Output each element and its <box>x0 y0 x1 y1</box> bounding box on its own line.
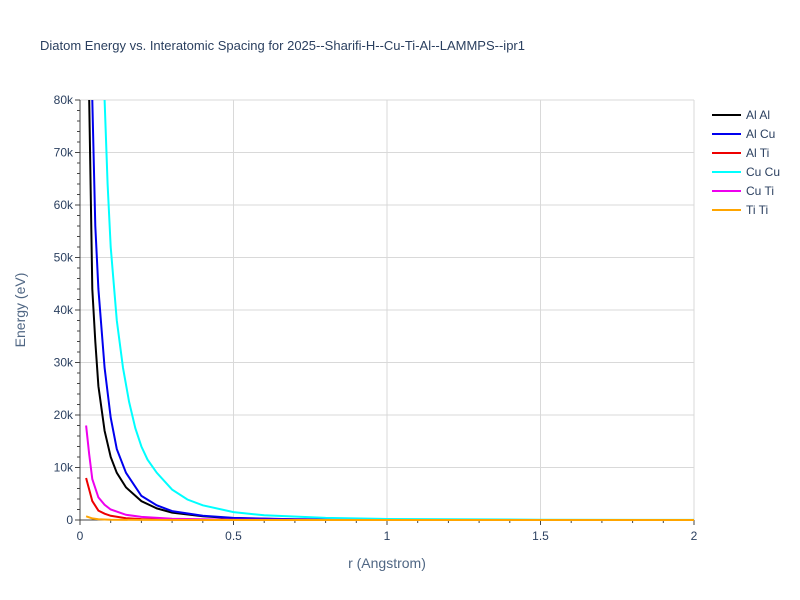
y-tick-label: 60k <box>54 198 74 212</box>
y-tick-label: 20k <box>54 408 74 422</box>
legend-label-al-cu: Al Cu <box>746 127 775 141</box>
x-tick-label: 2 <box>691 529 698 543</box>
y-axis-title: Energy (eV) <box>12 273 28 348</box>
series-line-ti-ti <box>85 515 694 521</box>
y-tick-label: 70k <box>54 146 74 160</box>
legend: Al Al Al Cu Al Ti Cu Cu Cu Ti Ti Ti <box>712 108 780 217</box>
y-tick-label: 50k <box>54 251 74 265</box>
y-tick-label: 10k <box>54 461 74 475</box>
series-lines <box>85 99 694 521</box>
legend-label-cu-cu: Cu Cu <box>746 165 780 179</box>
legend-label-ti-ti: Ti Ti <box>746 203 768 217</box>
y-tick-label: 0 <box>66 513 73 527</box>
x-tick-label: 1.5 <box>532 529 549 543</box>
chart-title: Diatom Energy vs. Interatomic Spacing fo… <box>40 38 525 53</box>
y-tick-label: 80k <box>54 93 74 107</box>
grid-lines <box>80 99 695 520</box>
series-line-cu-cu <box>103 99 694 521</box>
legend-label-cu-ti: Cu Ti <box>746 184 774 198</box>
legend-label-al-al: Al Al <box>746 108 770 122</box>
legend-label-al-ti: Al Ti <box>746 146 769 160</box>
y-tick-label: 40k <box>54 303 74 317</box>
x-tick-label: 0.5 <box>225 529 242 543</box>
x-tick-label: 1 <box>384 529 391 543</box>
y-tick-label: 30k <box>54 356 74 370</box>
x-tick-label: 0 <box>77 529 84 543</box>
x-axis-title: r (Angstrom) <box>348 555 426 571</box>
